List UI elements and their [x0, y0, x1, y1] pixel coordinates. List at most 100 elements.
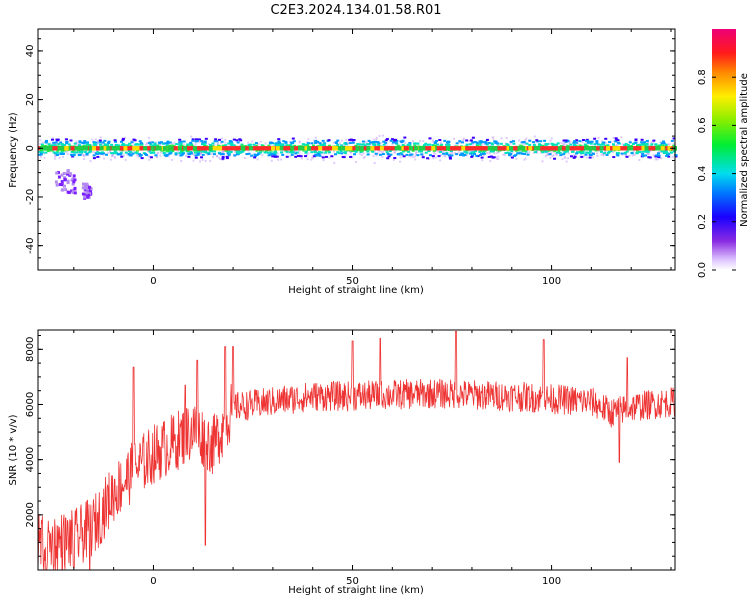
- heatmap-cell: [539, 151, 542, 154]
- snr-axes-frame: [37, 329, 676, 571]
- heatmap-cell: [122, 143, 126, 146]
- heatmap-cell: [278, 142, 282, 145]
- heatmap-cell: [43, 152, 46, 155]
- heatmap-cell: [159, 141, 163, 144]
- heatmap-cell: [450, 154, 454, 157]
- heatmap-cell: [148, 140, 151, 143]
- heatmap-cell: [94, 152, 98, 155]
- heatmap-cell: [190, 135, 193, 138]
- colorbar: 0.0 0.2 0.4 0.6 0.8 Normalized spectral ampl…: [697, 29, 750, 278]
- heatmap-cell: [218, 156, 221, 159]
- heatmap-cell: [193, 154, 196, 157]
- heatmap-cell: [169, 149, 173, 152]
- heatmap-cell: [463, 150, 467, 153]
- heatmap-cell: [569, 140, 572, 143]
- heatmap-cell: [652, 141, 655, 144]
- heatmap-cell: [313, 139, 316, 142]
- heatmap-cell: [585, 144, 589, 147]
- heatmap-cell: [604, 144, 608, 147]
- heatmap-cell: [61, 155, 64, 158]
- heatmap-cell: [415, 151, 418, 154]
- heatmap-cell: [294, 155, 298, 158]
- heatmap-cell: [595, 142, 599, 145]
- heatmap-cell: [490, 143, 494, 146]
- heatmap-cell: [414, 155, 417, 158]
- heatmap-cell: [563, 144, 566, 147]
- heatmap-cell: [228, 140, 232, 143]
- heatmap-cell: [396, 153, 400, 156]
- heatmap-cell: [300, 157, 303, 160]
- heatmap-cell: [121, 144, 125, 147]
- heatmap-cell: [322, 152, 325, 155]
- heatmap-cell: [162, 142, 166, 145]
- heatmap-cell: [525, 137, 528, 140]
- heatmap-cell: [602, 153, 605, 156]
- heatmap-cell: [624, 142, 628, 145]
- heatmap-cell: [75, 142, 78, 145]
- heatmap-cell: [521, 146, 526, 151]
- heatmap-cell: [359, 146, 364, 151]
- heatmap-cell: [173, 141, 176, 144]
- heatmap-cell: [138, 140, 142, 143]
- heatmap-cell: [385, 138, 389, 141]
- heatmap-cell: [85, 182, 89, 186]
- heatmap-cell: [199, 153, 202, 156]
- heatmap-cell: [674, 155, 678, 158]
- heatmap-cell: [163, 154, 167, 157]
- heatmap-cell: [393, 151, 396, 154]
- heatmap-cell: [563, 156, 566, 159]
- heatmap-cell: [439, 150, 443, 153]
- spectrogram-panel: 0 50 100 -40 -20 0 20 40 Height of straight lin…: [8, 28, 678, 296]
- heatmap-cell: [497, 151, 500, 154]
- heatmap-cell: [289, 155, 292, 158]
- spectrogram-ytick-label: 20: [25, 93, 36, 106]
- heatmap-cell: [114, 146, 119, 151]
- colorbar-label: Normalized spectral amplitude: [739, 73, 750, 227]
- heatmap-cell: [484, 142, 488, 145]
- heatmap-cell: [69, 153, 73, 156]
- heatmap-cell: [517, 152, 521, 155]
- heatmap-cell: [174, 152, 178, 155]
- heatmap-cell: [306, 142, 310, 145]
- heatmap-cell: [89, 190, 93, 194]
- heatmap-cell: [240, 143, 244, 146]
- snr-ytick-label: 2000: [25, 502, 36, 527]
- heatmap-cell: [322, 143, 326, 146]
- heatmap-cell: [362, 143, 366, 146]
- heatmap-cell: [564, 156, 567, 159]
- heatmap-cell: [290, 141, 294, 144]
- heatmap-cell: [177, 150, 180, 153]
- heatmap-cell: [424, 142, 428, 145]
- heatmap-cell: [421, 156, 425, 159]
- heatmap-cell: [644, 146, 649, 151]
- heatmap-cell: [645, 151, 648, 154]
- heatmap-cell: [407, 155, 410, 158]
- heatmap-cell: [428, 143, 432, 146]
- spectrogram-axes-frame: [37, 28, 676, 271]
- heatmap-cell: [572, 141, 576, 144]
- heatmap-cell: [225, 155, 229, 158]
- heatmap-cell: [492, 137, 495, 140]
- heatmap-cell: [606, 146, 611, 151]
- heatmap-cell: [251, 140, 254, 143]
- heatmap-cell: [535, 150, 538, 153]
- heatmap-cell: [573, 155, 577, 158]
- colorbar-tick-label: 0.6: [697, 117, 708, 133]
- heatmap-cell: [71, 149, 75, 152]
- heatmap-cell: [411, 149, 415, 152]
- heatmap-cell: [457, 151, 460, 154]
- heatmap-cell: [84, 187, 88, 191]
- heatmap-cell: [518, 144, 521, 147]
- heatmap-cell: [662, 140, 666, 143]
- heatmap-cell: [273, 142, 277, 145]
- heatmap-cell: [593, 143, 597, 146]
- heatmap-cell: [152, 151, 156, 154]
- heatmap-cell: [224, 141, 227, 144]
- heatmap-cell: [628, 154, 631, 157]
- heatmap-cell: [672, 149, 675, 152]
- heatmap-cell: [255, 153, 259, 156]
- heatmap-cell: [341, 146, 346, 151]
- heatmap-cell: [571, 150, 575, 153]
- heatmap-cell: [88, 150, 92, 153]
- heatmap-cell: [82, 157, 85, 160]
